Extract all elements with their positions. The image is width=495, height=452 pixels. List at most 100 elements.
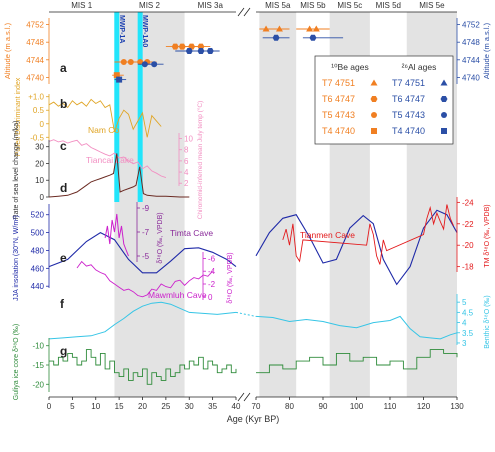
e-mawmluh-axis-label: δ¹⁸O (‰, VPDB) xyxy=(227,252,234,303)
f-y-tick-label-1: 3.5 xyxy=(462,329,474,338)
mwp-label-1: MWP-1A0 xyxy=(141,15,148,47)
b-series-label: Nam Co xyxy=(88,125,119,135)
mis-label-0: MIS 1 xyxy=(71,1,92,10)
a-legend-box xyxy=(314,55,454,145)
b-y-tick-label-3: -0.5 xyxy=(30,133,44,142)
a-ylabel-right: Altitude (m a.s.l.) xyxy=(482,22,491,79)
b-y-tick-label-2: 0 xyxy=(40,120,45,129)
mis-label-2: MIS 3a xyxy=(198,1,224,10)
mis-label-3: MIS 5a xyxy=(265,1,291,10)
d-ylabel: Rate of sea level change (m/ka) xyxy=(13,121,20,220)
a-legend-al-row-1: T6 4747 xyxy=(392,94,425,104)
e-mawmluh xyxy=(76,260,213,298)
x-axis-title: Age (Kyr BP) xyxy=(227,414,280,424)
al-point-1 xyxy=(309,34,317,41)
break-top-0 xyxy=(237,7,245,17)
mis-label-5: MIS 5c xyxy=(337,1,362,10)
x-tick-label-0: 0 xyxy=(47,402,52,411)
b-y-tick-label-1: 0.5 xyxy=(33,106,45,115)
x-tick-label-1: 5 xyxy=(70,402,75,411)
e-y-tm-tick-label-2: -20 xyxy=(462,241,474,250)
a-legend-al-row-0: T7 4751 xyxy=(392,78,425,88)
x-tick-label-3: 15 xyxy=(115,402,124,411)
mwp-bar-0 xyxy=(114,12,120,202)
e-y-insol-tick-label-2: 480 xyxy=(31,246,45,255)
be-point-0 xyxy=(262,25,270,32)
a-legend-be-title: ¹⁰Be ages xyxy=(331,62,368,72)
f-series xyxy=(48,301,237,340)
e-mawmluh-label-1: Mawmluh Cave xyxy=(148,290,207,300)
mis-label-4: MIS 5b xyxy=(300,1,326,10)
e-y-tm-tick-label-0: -24 xyxy=(462,198,474,207)
be-point-12 xyxy=(113,72,120,79)
d-y-tick-label-0: 30 xyxy=(35,143,44,152)
panel-letter-d: d xyxy=(60,181,67,195)
e-y-insol-tick-label-0: 520 xyxy=(31,211,45,220)
g-ylabel: Guliya ice core δ¹⁸O (‰) xyxy=(13,324,20,400)
e-timta-label: Timta Cave xyxy=(170,228,213,238)
f-y-tick-label-3: 4.5 xyxy=(462,308,474,317)
c-series xyxy=(48,139,167,179)
c-y-tick-label-3: 4 xyxy=(184,168,189,177)
break-top-1 xyxy=(243,7,251,17)
x-tick-label-10: 80 xyxy=(285,402,294,411)
al-point-6 xyxy=(151,61,158,68)
d-y-tick-label-1: 20 xyxy=(35,159,44,168)
x-tick-label-15: 130 xyxy=(450,402,464,411)
f-y-tick-label-0: 3 xyxy=(462,339,467,348)
d-y-tick-label-2: 10 xyxy=(35,176,44,185)
a-legend-be-marker-0 xyxy=(370,79,378,86)
be-point-1 xyxy=(275,25,283,32)
panel-letter-g: g xyxy=(60,344,67,358)
e-y-insol-tick-label-1: 500 xyxy=(31,229,45,238)
mwp-label-0: MWP-1A xyxy=(118,15,125,43)
f-y-tick-label-4: 5 xyxy=(462,298,467,307)
break-bottom-0 xyxy=(237,392,245,402)
e-tianmen-label: Tianmen Cave xyxy=(300,230,355,240)
mis-band-3 xyxy=(259,12,297,397)
a-legend-al-marker-3 xyxy=(441,128,447,134)
a-y-left-tick-label-2: 4748 xyxy=(26,38,44,47)
mis-band-1 xyxy=(114,12,185,397)
a-legend-be-row-0: T7 4751 xyxy=(322,78,355,88)
a-legend-be-marker-3 xyxy=(371,128,377,134)
x-tick-label-12: 100 xyxy=(350,402,364,411)
a-y-right-tick-label-0: 4740 xyxy=(462,73,480,82)
x-tick-label-5: 25 xyxy=(161,402,170,411)
a-y-left-tick-label-3: 4752 xyxy=(26,21,44,30)
e-y-tm-tick-label-1: -22 xyxy=(462,220,474,229)
e-y-timta-tick-label-0: -9 xyxy=(142,204,150,213)
g-series-right xyxy=(256,349,458,374)
f-series-right xyxy=(255,315,458,340)
g-series xyxy=(49,349,237,385)
panel-letter-f: f xyxy=(60,297,65,311)
panel-letter-c: c xyxy=(60,139,67,153)
a-legend-be-row-1: T6 4747 xyxy=(322,94,355,104)
a-y-right-tick-label-1: 4744 xyxy=(462,56,480,65)
e-insolation-right xyxy=(255,209,458,286)
e-timta-axis-label: δ¹⁸O (‰, VPDB) xyxy=(157,212,164,263)
x-tick-label-7: 35 xyxy=(208,402,217,411)
a-legend-al-marker-0 xyxy=(440,79,448,86)
b-series xyxy=(48,98,162,138)
e-tianmen-right xyxy=(282,204,455,265)
d-y-tick-label-3: 0 xyxy=(40,193,45,202)
g-y-tick-label-2: -20 xyxy=(32,380,44,389)
panel-letter-b: b xyxy=(60,97,67,111)
d-series xyxy=(48,153,190,198)
a-y-right-tick-label-3: 4752 xyxy=(462,21,480,30)
a-y-left-tick-label-1: 4744 xyxy=(26,56,44,65)
c-series-label: Tiancai Lake xyxy=(86,155,134,165)
b-y-tick-label-0: +1.0 xyxy=(28,93,44,102)
c-y-tick-label-0: 10 xyxy=(184,135,193,144)
e-ylabel-right: TM δ¹⁸O (‰, VPDB) xyxy=(484,204,491,267)
e-timta xyxy=(104,213,129,257)
x-tick-label-11: 90 xyxy=(319,402,328,411)
x-tick-label-2: 10 xyxy=(91,402,100,411)
x-tick-label-14: 120 xyxy=(417,402,431,411)
f-ylabel: Benthic δ¹⁸O (‰) xyxy=(484,295,491,349)
x-tick-label-13: 110 xyxy=(384,402,397,411)
panel-letter-e: e xyxy=(60,251,67,265)
al-point-2 xyxy=(185,48,193,54)
x-tick-label-9: 70 xyxy=(252,402,261,411)
